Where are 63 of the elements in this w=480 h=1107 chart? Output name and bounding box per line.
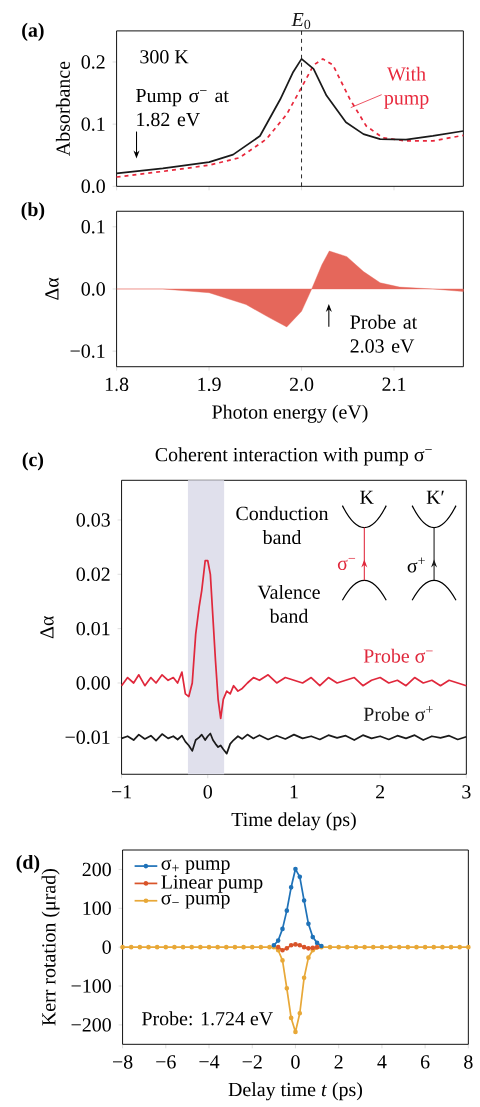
annotation: σ$^{+}$ [407, 557, 425, 573]
y-tick-label: 0.1 [81, 220, 105, 234]
y-tick-label: 0.01 [76, 621, 110, 636]
x-axis-title: Time delay (ps) [231, 812, 356, 831]
x-tick-label: 0 [203, 785, 213, 799]
x-tick-label: 2.1 [382, 377, 406, 392]
x-tick-label: 2 [334, 1055, 343, 1069]
annotation: Conduction band [236, 506, 329, 545]
x-tick-label: −1 [111, 785, 131, 799]
x-tick-label: 4 [377, 1055, 387, 1069]
annotation: Pump σ$^{−}$ at 1.82 eV [136, 88, 229, 127]
y-axis-title: Kerr rotation (μrad) [41, 869, 60, 1026]
series-label: Probe σ$^{−}$ [363, 648, 433, 663]
x-tick-label: 8 [464, 1055, 473, 1069]
x-axis-title: Photon energy (eV) [212, 404, 368, 423]
y-tick-label: 0 [102, 940, 111, 954]
x-tick-label: 2 [376, 785, 385, 799]
text: (b) [21, 202, 45, 221]
y-tick-label: 100 [83, 901, 111, 916]
annotation: Probe at 2.03 eV [350, 314, 418, 353]
text: (a) [22, 22, 44, 41]
legend-label: With pump [384, 66, 429, 109]
x-tick-label: 1.8 [105, 377, 129, 392]
y-tick-label: 0.0 [81, 282, 105, 296]
y-axis-title: Δα [45, 277, 59, 300]
x-tick-label: 3 [462, 785, 471, 799]
x-tick-label: 1 [290, 785, 298, 799]
x-tick-label: 2.0 [289, 377, 314, 392]
x-tick-label: −4 [199, 1055, 220, 1069]
legend-label: Linear pump [161, 875, 263, 893]
y-tick-label: −0.1 [70, 344, 105, 358]
y-tick-label: 0.2 [81, 55, 105, 69]
x-axis-title: Delay time t (ps) [228, 1082, 363, 1101]
x-tick-label: 0 [291, 1055, 300, 1069]
legend-label: σ$_{+}$ pump [161, 859, 230, 874]
annotation: Valence band [257, 584, 320, 623]
x-tick-label: 1.9 [198, 377, 221, 392]
annotation: K′ [426, 490, 444, 504]
text: (d) [16, 854, 40, 873]
y-tick-label: −0.01 [65, 730, 110, 745]
y-tick-label: 0.0 [81, 179, 105, 194]
y-tick-label: 0.03 [76, 513, 110, 527]
x-tick-label: −8 [112, 1055, 133, 1069]
legend-label: σ$_{−}$ pump [161, 894, 230, 909]
annotation: K [360, 490, 374, 504]
y-tick-label: 200 [82, 862, 111, 877]
annotation: σ$^{−}$ [337, 557, 356, 571]
y-tick-label: −100 [71, 979, 111, 993]
text: (c) [22, 452, 44, 471]
chart-title: Coherent interaction with pump σ$^{−}$ [155, 447, 432, 466]
y-axis-title: Absorbance [55, 61, 70, 157]
y-tick-label: −200 [71, 1018, 111, 1032]
y-tick-label: 0.1 [81, 117, 105, 131]
x-tick-label: −2 [242, 1055, 262, 1069]
ref-line-label: E$_{0}$ [291, 13, 311, 30]
y-tick-label: 0.00 [76, 676, 110, 690]
annotation: 300 K [140, 50, 189, 64]
series-label: Probe σ$^{+}$ [363, 705, 433, 721]
y-tick-label: 0.02 [76, 567, 110, 582]
x-tick-label: 6 [421, 1055, 430, 1069]
annotation: Probe: 1.724 eV [142, 1011, 273, 1026]
y-axis-title: Δα [40, 616, 54, 639]
x-tick-label: −6 [156, 1055, 176, 1069]
